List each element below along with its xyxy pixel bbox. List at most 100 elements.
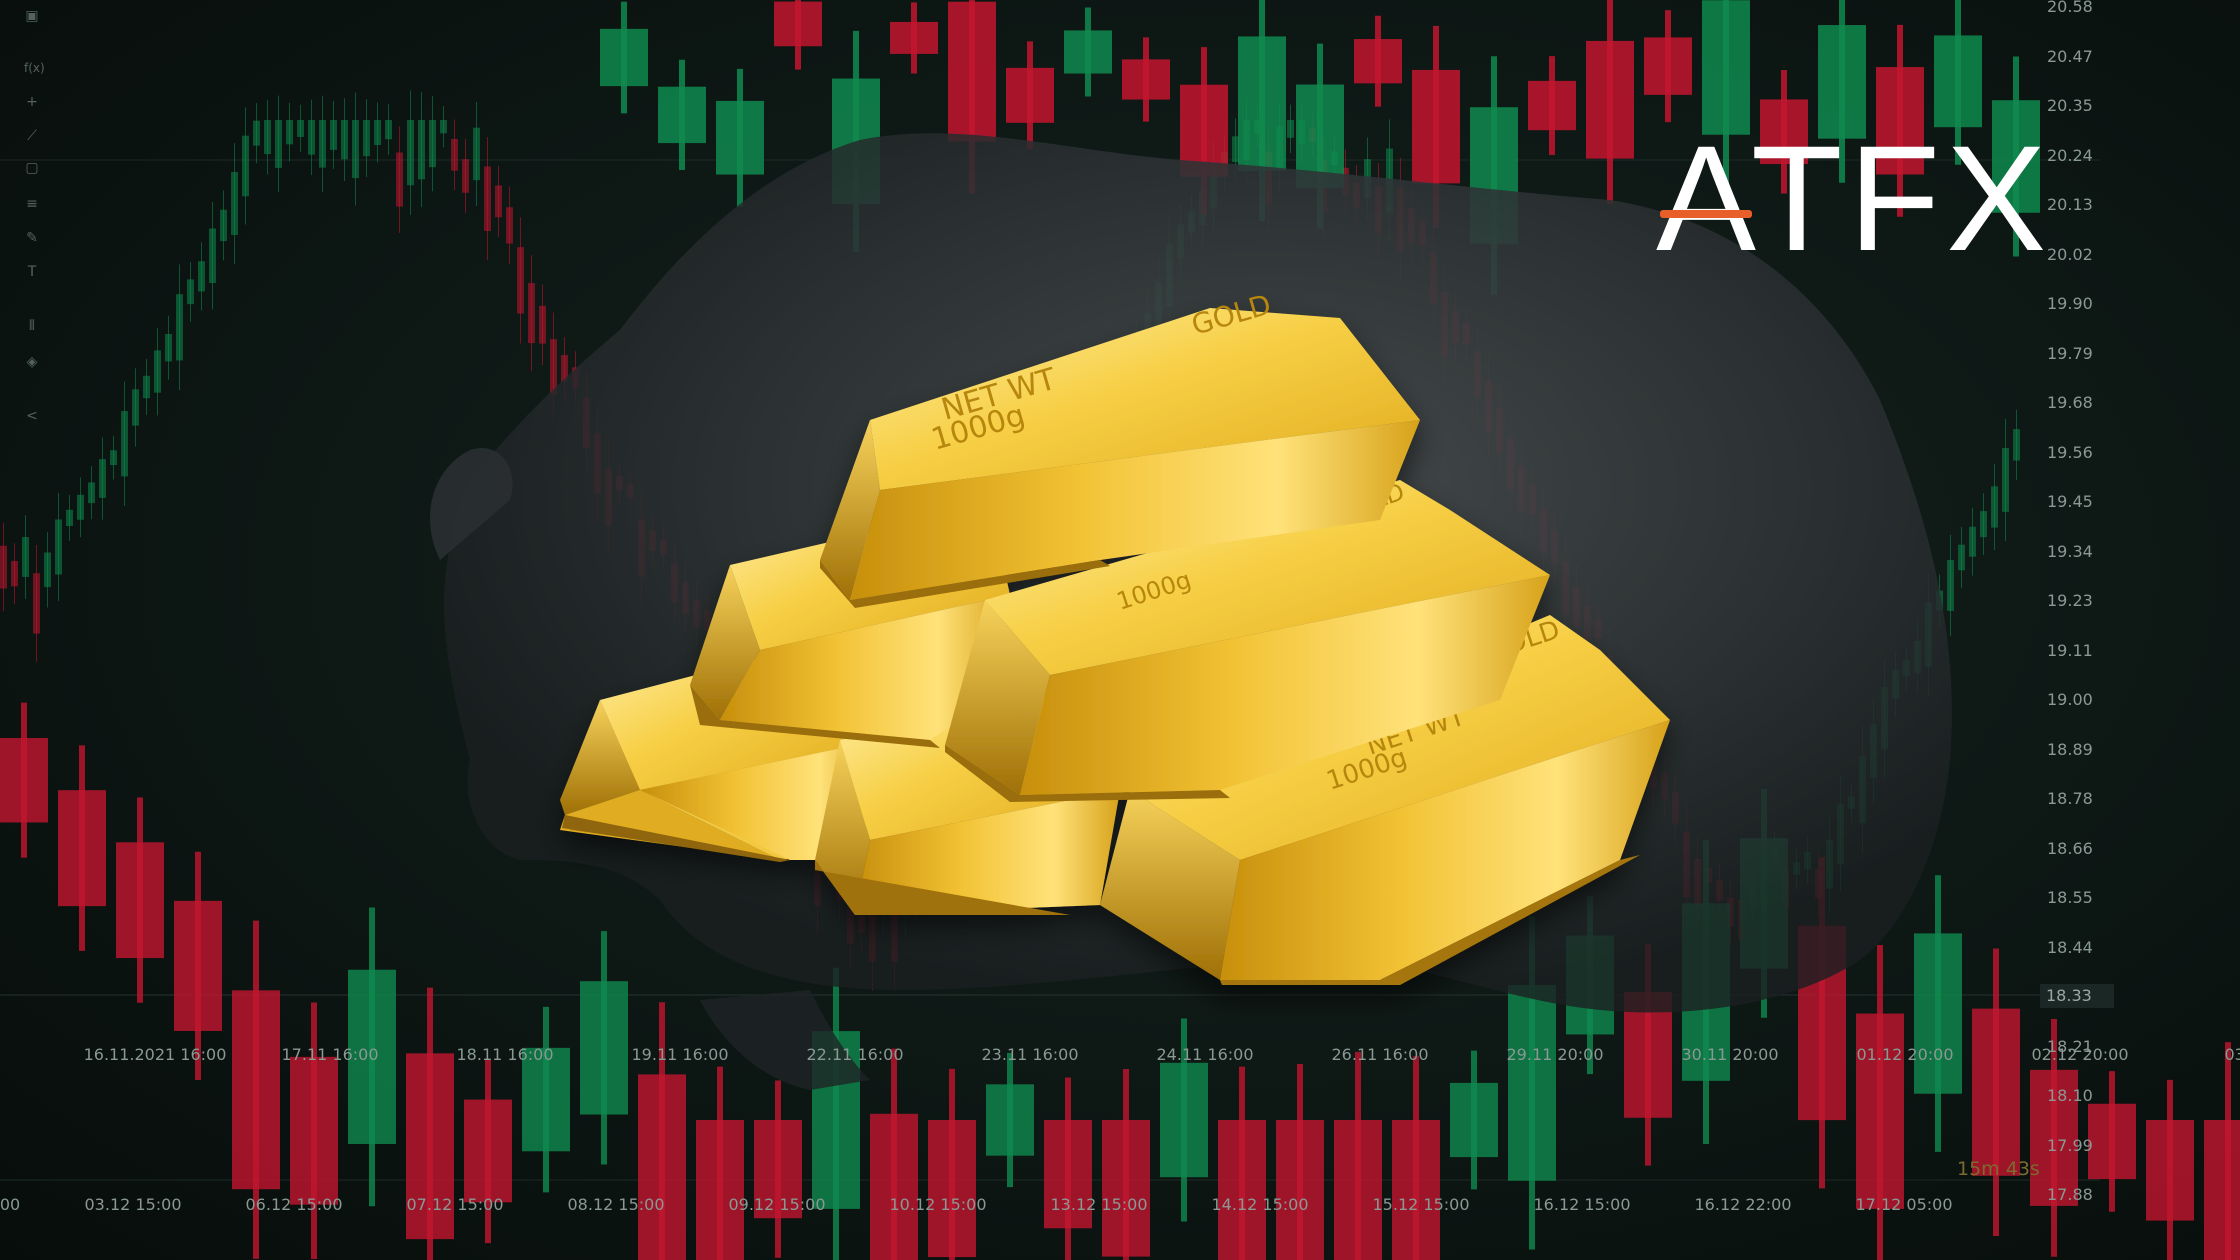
gold-bar-middle-right: 1000g GOLD — [945, 478, 1550, 802]
large-candle-body — [1914, 933, 1962, 1094]
large-candle-body — [1102, 1120, 1150, 1257]
small-candle-body — [1991, 486, 1998, 528]
price-tick: 19.68 — [2047, 393, 2093, 412]
small-candle-body — [1969, 526, 1976, 557]
small-candle-body — [286, 120, 293, 145]
large-candle-body — [2030, 1069, 2078, 1206]
small-candle-body — [473, 127, 480, 181]
layers-icon[interactable]: ◈ — [26, 354, 38, 370]
price-tick: 17.88 — [2047, 1185, 2093, 1204]
small-candle-body — [1232, 136, 1239, 163]
price-tick: 19.00 — [2047, 690, 2093, 709]
x-tick-lower: 09.12 15:00 — [728, 1195, 826, 1214]
small-candle-body — [231, 172, 238, 235]
trendline-icon[interactable]: ⟋ — [27, 128, 37, 144]
small-candle-body — [2002, 447, 2009, 512]
small-candle-body — [451, 138, 458, 171]
price-tick: 18.66 — [2047, 838, 2093, 858]
small-candle-body — [561, 355, 568, 382]
small-candle-body — [187, 279, 194, 305]
small-candle-body — [319, 120, 326, 168]
small-candle-body — [363, 120, 370, 157]
large-candle-body — [406, 1053, 454, 1240]
small-candle-body — [99, 459, 106, 498]
top-candle-body — [1818, 25, 1866, 139]
top-candle-body — [1644, 37, 1692, 95]
small-candle-body — [110, 450, 117, 466]
large-candle-body — [754, 1120, 802, 1219]
top-candle-body — [1876, 67, 1924, 175]
price-tick: 19.56 — [2047, 442, 2093, 462]
x-tick-lower: 14.12 15:00 — [1211, 1195, 1309, 1214]
small-candle-body — [253, 120, 260, 146]
x-tick-upper: 16.11.2021 16:00 — [83, 1045, 227, 1064]
top-candle-body — [1934, 35, 1982, 128]
large-candle-body — [928, 1120, 976, 1258]
large-candle-body — [290, 1056, 338, 1205]
price-tick: 19.90 — [2047, 294, 2093, 313]
small-candle-body — [88, 482, 95, 504]
top-candle-body — [1006, 67, 1054, 123]
small-candle-body — [352, 120, 359, 179]
cursor-icon[interactable]: ▣ — [25, 8, 39, 24]
large-candle-body — [1334, 1120, 1382, 1260]
price-tick: 19.23 — [2047, 591, 2093, 610]
price-tick: 20.35 — [2047, 96, 2093, 115]
logo-accent-bar — [1660, 210, 1752, 218]
small-candle-body — [66, 509, 73, 526]
x-tick-lower: 15.12 15:00 — [1372, 1195, 1470, 1214]
function-icon[interactable]: f(x) — [24, 61, 45, 75]
small-candle-body — [1287, 120, 1294, 138]
price-tick: 18.21 — [2047, 1036, 2093, 1056]
small-candle-body — [220, 209, 227, 242]
x-tick-upper: 17.11 16:00 — [281, 1045, 379, 1064]
small-candle-body — [374, 120, 381, 146]
large-candle-body — [696, 1120, 744, 1260]
small-candle-body — [297, 120, 304, 137]
price-tick: 20.24 — [2047, 145, 2093, 165]
x-tick-upper: 29.11 20:00 — [1506, 1045, 1604, 1064]
price-tick: 17.99 — [2047, 1135, 2093, 1155]
large-candle-body — [870, 1113, 918, 1260]
top-candle-body — [716, 100, 764, 175]
top-candle-body — [658, 86, 706, 144]
small-candle-body — [0, 545, 7, 589]
logo-wordmark: ATFX — [1656, 114, 2053, 282]
small-candle-body — [1980, 511, 1987, 538]
large-candle-body — [1044, 1120, 1092, 1229]
x-tick-upper: 19.11 16:00 — [631, 1045, 729, 1064]
brush-icon[interactable]: ✎ — [26, 230, 38, 246]
crosshair-icon[interactable]: + — [26, 94, 38, 110]
small-candle-body — [77, 494, 84, 520]
small-candle-body — [275, 120, 282, 168]
large-candle-body — [58, 790, 106, 907]
price-tick: 20.58 — [2047, 0, 2093, 16]
price-tick: 19.11 — [2047, 640, 2093, 660]
small-candle-body — [341, 120, 348, 160]
large-candle-body — [464, 1099, 512, 1203]
rectangle-icon[interactable]: ▢ — [25, 160, 39, 176]
large-candle-body — [1856, 1013, 1904, 1209]
x-tick-upper: 01.12 20:00 — [1856, 1045, 1954, 1064]
text-icon[interactable]: T — [27, 264, 37, 280]
measure-icon[interactable]: ⫴ — [29, 318, 35, 334]
small-candle-body — [198, 261, 205, 292]
top-candle-body — [890, 21, 938, 54]
small-candle-body — [407, 120, 414, 186]
price-tick: 19.79 — [2047, 343, 2093, 363]
large-candle-body — [638, 1074, 686, 1260]
large-candle-body — [1160, 1062, 1208, 1178]
fibonacci-icon[interactable]: ≡ — [26, 196, 38, 212]
small-candle-body — [440, 120, 447, 134]
share-icon[interactable]: < — [26, 408, 38, 424]
x-tick-upper: 30.11 20:00 — [1681, 1045, 1779, 1064]
top-candle-body — [1702, 0, 1750, 135]
x-tick-upper: 22.11 16:00 — [806, 1045, 904, 1064]
large-candle-body — [232, 990, 280, 1190]
small-candle-body — [264, 120, 271, 155]
x-tick-lower: 07.12 15:00 — [406, 1195, 504, 1214]
x-tick-lower: 13.12 15:00 — [1050, 1195, 1148, 1214]
chart-toolbar: ▣ f(x) + ⟋ ▢ ≡ ✎ T ⫴ ◈ < — [18, 0, 46, 440]
x-tick-lower: 08.12 15:00 — [567, 1195, 665, 1214]
top-candle-body — [1238, 36, 1286, 171]
